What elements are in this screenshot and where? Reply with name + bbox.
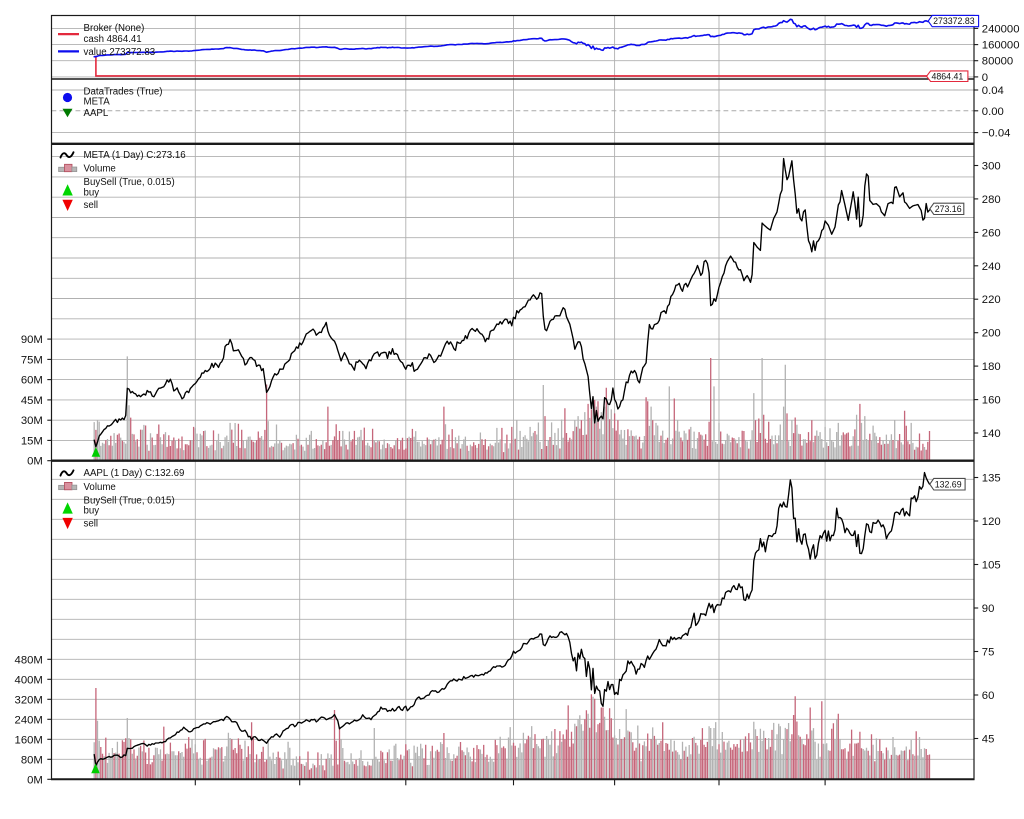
- svg-text:273372.83: 273372.83: [933, 16, 975, 26]
- svg-text:80000: 80000: [982, 56, 1013, 68]
- svg-text:280: 280: [982, 194, 1001, 206]
- svg-text:DataTrades (True): DataTrades (True): [84, 87, 163, 98]
- svg-text:−0.04: −0.04: [982, 128, 1011, 140]
- svg-text:0M: 0M: [27, 774, 43, 786]
- svg-text:0.00: 0.00: [982, 106, 1004, 118]
- svg-text:240: 240: [982, 261, 1001, 273]
- svg-text:Broker (None): Broker (None): [84, 23, 145, 34]
- svg-text:META (1 Day) C:273.16: META (1 Day) C:273.16: [84, 150, 186, 161]
- svg-text:0: 0: [982, 72, 988, 84]
- svg-text:273.16: 273.16: [935, 204, 962, 214]
- svg-text:4864.41: 4864.41: [932, 71, 964, 81]
- svg-text:135: 135: [982, 473, 1001, 485]
- svg-text:60: 60: [982, 690, 995, 702]
- svg-text:AAPL: AAPL: [84, 108, 109, 119]
- svg-text:300: 300: [982, 161, 1001, 173]
- svg-text:120: 120: [982, 516, 1001, 528]
- svg-text:Volume: Volume: [84, 164, 116, 175]
- svg-text:AAPL (1 Day) C:132.69: AAPL (1 Day) C:132.69: [84, 468, 185, 479]
- svg-text:132.69: 132.69: [935, 479, 962, 489]
- svg-text:buy: buy: [84, 506, 100, 517]
- svg-text:value 273372.83: value 273372.83: [84, 47, 156, 58]
- svg-text:160M: 160M: [15, 734, 43, 746]
- svg-text:60M: 60M: [21, 375, 43, 387]
- svg-text:45: 45: [982, 734, 995, 746]
- svg-text:80M: 80M: [21, 754, 43, 766]
- svg-text:Volume: Volume: [84, 482, 116, 493]
- svg-text:cash 4864.41: cash 4864.41: [84, 34, 142, 45]
- svg-text:160000: 160000: [982, 40, 1020, 52]
- svg-text:sell: sell: [84, 200, 99, 211]
- svg-text:META: META: [84, 97, 111, 108]
- svg-text:BuySell (True, 0.015): BuySell (True, 0.015): [84, 177, 175, 188]
- svg-text:sell: sell: [84, 518, 99, 529]
- svg-text:buy: buy: [84, 187, 100, 198]
- svg-text:320M: 320M: [15, 694, 43, 706]
- svg-text:30M: 30M: [21, 415, 43, 427]
- svg-text:400M: 400M: [15, 674, 43, 686]
- svg-text:240000: 240000: [982, 23, 1020, 35]
- svg-text:200: 200: [982, 328, 1001, 340]
- svg-text:75M: 75M: [21, 354, 43, 366]
- svg-text:45M: 45M: [21, 395, 43, 407]
- svg-text:90M: 90M: [21, 334, 43, 346]
- svg-text:480M: 480M: [15, 654, 43, 666]
- svg-text:240M: 240M: [15, 714, 43, 726]
- svg-text:90: 90: [982, 603, 995, 615]
- svg-text:160: 160: [982, 395, 1001, 407]
- svg-text:BuySell (True, 0.015): BuySell (True, 0.015): [84, 495, 175, 506]
- svg-text:15M: 15M: [21, 435, 43, 447]
- svg-text:105: 105: [982, 560, 1001, 572]
- svg-text:220: 220: [982, 294, 1001, 306]
- svg-text:0.04: 0.04: [982, 85, 1004, 97]
- svg-text:140: 140: [982, 428, 1001, 440]
- svg-text:180: 180: [982, 361, 1001, 373]
- svg-text:260: 260: [982, 227, 1001, 239]
- svg-text:75: 75: [982, 647, 995, 659]
- svg-text:0M: 0M: [27, 456, 43, 468]
